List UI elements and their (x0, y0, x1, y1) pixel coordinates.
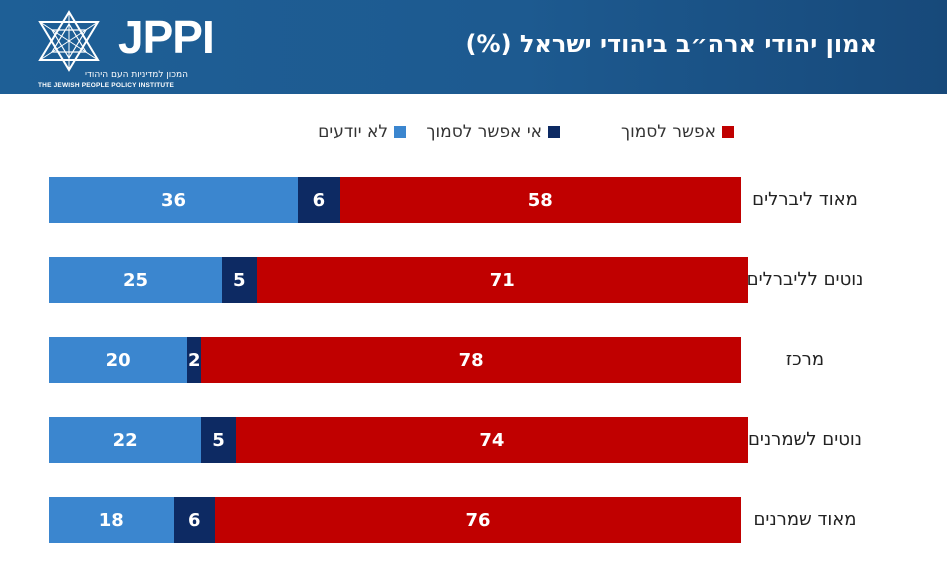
bar-row: 20 2 78 (49, 337, 741, 383)
category-label: מרכז (785, 349, 825, 370)
bar-segment-trust: 71 (256, 257, 748, 303)
bar-segment-no-trust: 6 (173, 497, 216, 543)
legend-label-no-trust: אי אפשר לסמוך (426, 122, 542, 142)
bar-segment-no-trust: 5 (222, 257, 257, 303)
legend-label-dont-know: לא יודעים (318, 122, 388, 142)
data-label: 71 (489, 269, 515, 291)
data-label: 20 (105, 349, 131, 371)
category-label: מאוד שמרנים (753, 509, 857, 530)
data-label: 22 (112, 429, 138, 451)
data-label: 58 (527, 189, 553, 211)
bar-row: 18 6 76 (49, 497, 741, 543)
data-label: 76 (465, 509, 491, 531)
data-label: 18 (98, 509, 124, 531)
jppi-logo: JPPI המכון למדיניות העם היהודי THE JEWIS… (34, 8, 215, 92)
data-label: 5 (212, 429, 225, 451)
header-banner: JPPI המכון למדיניות העם היהודי THE JEWIS… (0, 0, 947, 94)
legend-swatch-no-trust (548, 126, 560, 138)
logo-subtitle-hebrew: המכון למדיניות העם היהודי (84, 70, 188, 80)
data-label: 6 (188, 509, 201, 531)
data-label: 6 (312, 189, 326, 211)
bar-segment-no-trust: 2 (187, 337, 202, 383)
bar-segment-dont-know: 22 (49, 417, 202, 463)
data-label: 36 (161, 189, 187, 211)
legend-swatch-trust (722, 126, 734, 138)
bar-segment-dont-know: 18 (49, 497, 174, 543)
data-label: 78 (458, 349, 484, 371)
bar-segment-trust: 76 (215, 497, 741, 543)
bar-segment-trust: 58 (339, 177, 741, 223)
bar-segment-no-trust: 5 (201, 417, 236, 463)
category-label: מאוד ליברלים (752, 189, 858, 210)
bar-row: 25 5 71 (49, 257, 748, 303)
logo-subtitle-english: THE JEWISH PEOPLE POLICY INSTITUTE (38, 82, 174, 89)
legend-item-no-trust: אי אפשר לסמוך (426, 118, 560, 146)
bar-segment-dont-know: 36 (49, 177, 299, 223)
chart-legend: אפשר לסמוך אי אפשר לסמוך לא יודעים (0, 118, 947, 146)
category-label: נוטים לליברלים (746, 269, 864, 290)
category-label: נוטים לשמרנים (747, 429, 863, 450)
bar-segment-trust: 78 (201, 337, 741, 383)
legend-label-trust: אפשר לסמוך (620, 122, 716, 142)
bar-row: 36 6 58 (49, 177, 741, 223)
logo-wordmark: JPPI (118, 11, 215, 63)
chart-title: אמון יהודי ארה״ב ביהודי ישראל (%) (465, 30, 877, 58)
data-label: 5 (233, 269, 246, 291)
star-of-david-icon (38, 10, 100, 72)
legend-item-dont-know: לא יודעים (318, 118, 406, 146)
data-label: 2 (188, 349, 201, 371)
bar-row: 22 5 74 (49, 417, 748, 463)
legend-swatch-dont-know (394, 126, 406, 138)
bar-segment-no-trust: 6 (298, 177, 340, 223)
bar-segment-dont-know: 25 (49, 257, 222, 303)
data-label: 25 (122, 269, 149, 291)
legend-item-trust: אפשר לסמוך (621, 118, 734, 146)
data-label: 74 (479, 429, 505, 451)
bar-segment-dont-know: 20 (49, 337, 188, 383)
bar-segment-trust: 74 (235, 417, 748, 463)
